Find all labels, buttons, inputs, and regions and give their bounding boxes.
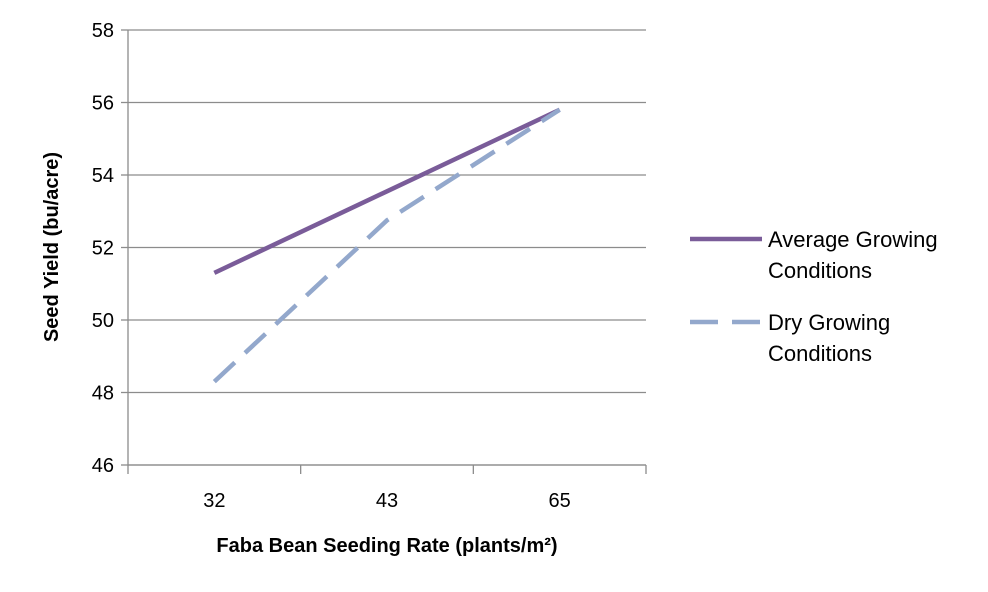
y-tick-label: 46 (92, 455, 114, 477)
series-lines (212, 107, 561, 384)
axes (121, 29, 647, 474)
series-line-0 (213, 107, 561, 275)
y-tick-label: 54 (92, 165, 114, 187)
x-tick-label: 43 (376, 490, 398, 512)
y-tick-label: 56 (92, 93, 114, 115)
legend-label-0: Average Growing Conditions (768, 227, 938, 283)
y-tick-label: 48 (92, 383, 114, 405)
x-tick-label: 65 (549, 490, 571, 512)
y-tick-label: 58 (92, 20, 114, 42)
tick-labels: 46 48 50 52 54 56 58 32 43 65 (92, 20, 571, 512)
gridlines (128, 29, 646, 466)
y-axis-title: Seed Yield (bu/acre) (41, 152, 63, 342)
legend-label-1: Dry Growing Conditions (768, 310, 890, 366)
series-line-1 (212, 107, 561, 384)
x-axis-title: Faba Bean Seeding Rate (plants/m²) (216, 535, 557, 557)
x-tick-label: 32 (203, 490, 225, 512)
legend: Average Growing Conditions Dry Growing Cond… (690, 227, 938, 366)
y-tick-label: 52 (92, 238, 114, 260)
y-tick-label: 50 (92, 310, 114, 332)
